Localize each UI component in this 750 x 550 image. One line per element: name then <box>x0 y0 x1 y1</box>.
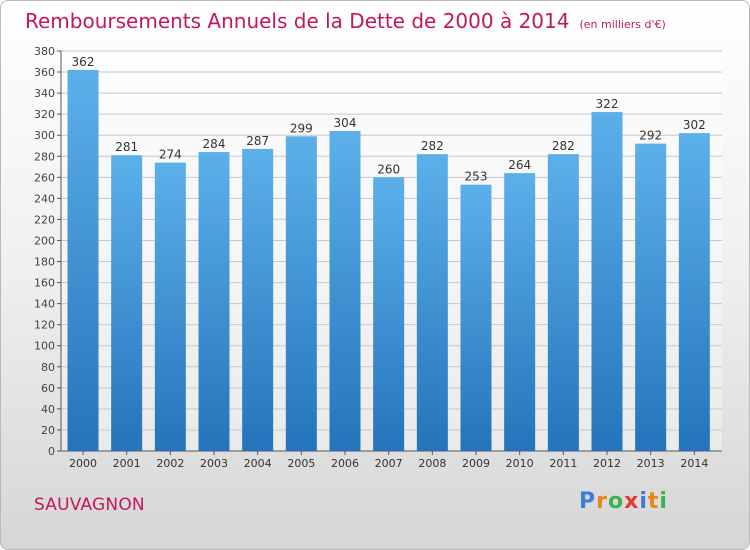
bar-2014 <box>678 133 710 451</box>
logo-letter: t <box>647 489 660 514</box>
bar-2002 <box>154 162 186 451</box>
data-label: 302 <box>683 118 706 132</box>
logo-letter: r <box>596 489 608 514</box>
y-tick-label: 40 <box>41 403 55 416</box>
y-tick-label: 60 <box>41 382 55 395</box>
y-tick-label: 0 <box>48 445 55 458</box>
data-label: 281 <box>115 140 138 154</box>
x-tick-label: 2014 <box>680 457 708 470</box>
bar-2013 <box>635 143 667 451</box>
data-label: 282 <box>552 139 575 153</box>
y-axis-ticks: 0 20 40 60 80 100 120 140 160 180 200 220 240 260 280 3… <box>34 45 722 458</box>
proxiti-logo[interactable]: Proxiti <box>579 489 668 514</box>
y-tick-label: 340 <box>34 87 55 100</box>
y-tick-label: 20 <box>41 424 55 437</box>
data-label: 292 <box>639 129 662 143</box>
bar-2008 <box>416 154 448 451</box>
data-label: 260 <box>377 162 400 176</box>
y-tick-label: 280 <box>34 150 55 163</box>
y-tick-label: 120 <box>34 319 55 332</box>
bar-2012 <box>591 112 623 451</box>
x-tick-label: 2001 <box>113 457 141 470</box>
bars: 362 281 274 284 287 299 304 260 282 253 264 282 322 2… <box>67 55 710 452</box>
y-tick-label: 200 <box>34 234 55 247</box>
bar-2003 <box>198 152 230 452</box>
y-tick-label: 180 <box>34 256 55 269</box>
x-tick-label: 2012 <box>593 457 621 470</box>
y-tick-label: 380 <box>34 45 55 58</box>
bar-2005 <box>285 136 317 451</box>
logo-letter: P <box>579 489 597 514</box>
chart-title: Remboursements Annuels de la Dette de 20… <box>25 7 666 39</box>
y-tick-label: 80 <box>41 361 55 374</box>
bar-2010 <box>504 173 536 451</box>
bar-2006 <box>329 131 361 451</box>
x-tick-label: 2008 <box>418 457 446 470</box>
x-tick-label: 2005 <box>287 457 315 470</box>
y-tick-label: 220 <box>34 213 55 226</box>
x-tick-label: 2003 <box>200 457 228 470</box>
x-tick-label: 2004 <box>244 457 272 470</box>
bar-2000 <box>67 69 99 452</box>
logo-letter: i <box>659 489 668 514</box>
data-label: 299 <box>290 121 313 135</box>
logo-letter: o <box>607 489 625 514</box>
y-tick-label: 320 <box>34 108 55 121</box>
logo-letter: x <box>624 489 640 514</box>
data-label: 322 <box>596 97 619 111</box>
x-tick-label: 2011 <box>549 457 577 470</box>
data-label: 282 <box>421 139 444 153</box>
data-label: 253 <box>465 170 488 184</box>
data-label: 274 <box>159 148 182 162</box>
x-tick-label: 2002 <box>156 457 184 470</box>
bar-2007 <box>373 177 405 451</box>
data-label: 264 <box>508 158 531 172</box>
y-tick-label: 100 <box>34 340 55 353</box>
y-tick-label: 360 <box>34 66 55 79</box>
y-tick-label: 140 <box>34 298 55 311</box>
x-tick-label: 2010 <box>506 457 534 470</box>
title-text: Remboursements Annuels de la Dette de 20… <box>25 9 570 33</box>
data-label: 304 <box>334 116 357 130</box>
y-tick-label: 240 <box>34 192 55 205</box>
commune-name: SAUVAGNON <box>34 495 145 515</box>
data-label: 287 <box>246 134 269 148</box>
y-tick-label: 300 <box>34 129 55 142</box>
data-label: 362 <box>72 55 95 69</box>
logo-letter: i <box>639 489 648 514</box>
x-tick-label: 2007 <box>375 457 403 470</box>
bar-2009 <box>460 184 492 451</box>
x-tick-label: 2009 <box>462 457 490 470</box>
bar-2011 <box>547 154 579 451</box>
x-axis-ticks: 2000 2001 2002 2003 2004 2005 2006 2007 2008 2009… <box>69 451 708 470</box>
x-tick-label: 2006 <box>331 457 359 470</box>
y-tick-label: 160 <box>34 277 55 290</box>
x-tick-label: 2013 <box>637 457 665 470</box>
bar-2004 <box>242 148 274 452</box>
y-tick-label: 260 <box>34 171 55 184</box>
data-label: 284 <box>203 137 226 151</box>
x-tick-label: 2000 <box>69 457 97 470</box>
unit-label: (en milliers d'€) <box>579 18 666 31</box>
bar-2001 <box>111 155 143 452</box>
